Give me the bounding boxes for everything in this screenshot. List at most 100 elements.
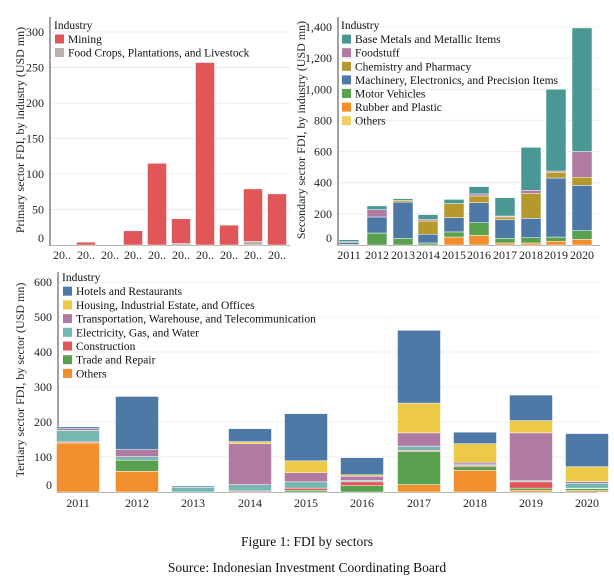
y-tick-label: 300 [26, 25, 44, 39]
bar-segment [392, 201, 414, 239]
bar-segment [147, 163, 167, 246]
bar-segment [565, 483, 609, 489]
bar-segment [243, 241, 263, 246]
bar-segment [115, 396, 159, 450]
x-tick-label: 20.. [124, 248, 142, 262]
x-tick-label: 2015 [442, 248, 466, 262]
bar-segment [509, 432, 553, 482]
bar-segment [545, 241, 567, 246]
legend-swatch [55, 48, 64, 57]
bar-segment [366, 209, 388, 218]
bar-segment [56, 426, 100, 429]
x-tick-label: 2015 [294, 496, 318, 510]
x-tick-label: 20.. [268, 248, 286, 262]
bar-segment [545, 236, 567, 242]
y-tick-label: 0 [326, 231, 332, 245]
bar-segment [228, 441, 272, 444]
bar-segment [468, 222, 490, 236]
bar-segment [520, 193, 542, 219]
x-tick-label: 2019 [544, 248, 568, 262]
x-tick-label: 2019 [519, 496, 543, 510]
tertiary-sector-chart: 0 100 200 300 400 500 600 Tertiary sector FDI, … [13, 272, 609, 510]
bar-segment [366, 232, 388, 246]
bar-segment [284, 490, 328, 493]
bar-segment [453, 443, 497, 463]
y-tick-label: 250 [26, 61, 44, 75]
x-tick-label: 20.. [196, 248, 214, 262]
legend-item: Base Metals and Metallic Items [355, 34, 501, 46]
bar-segment [571, 230, 593, 240]
y-tick-label: 150 [26, 132, 44, 146]
x-tick-label: 2011 [337, 248, 361, 262]
bar-segment [443, 236, 465, 246]
bar-segment [417, 242, 439, 246]
bar-segment [228, 484, 272, 492]
legend-swatch [342, 34, 351, 44]
bar-segment [340, 481, 384, 486]
bar-segment [219, 224, 239, 246]
legend-swatch [63, 355, 72, 365]
bar-segment [366, 205, 388, 210]
legend-swatch [342, 116, 351, 126]
bar-segment [509, 394, 553, 421]
bar-segment [443, 199, 465, 204]
bar-segment [545, 172, 567, 179]
bar-segment [397, 432, 441, 447]
x-tick-label: 20.. [53, 248, 71, 262]
x-tick-label: 2013 [391, 248, 415, 262]
bar-segment [494, 219, 516, 239]
bar-segment [468, 235, 490, 246]
bar-segment [453, 431, 497, 444]
legend-title: Industry [62, 272, 101, 284]
legend-swatch [63, 286, 72, 296]
y-tick-label: 100 [26, 167, 44, 181]
bar-segment [571, 151, 593, 178]
bar-segment [443, 231, 465, 238]
x-tick-label: 2016 [467, 248, 491, 262]
y-tick-label: 200 [314, 207, 332, 221]
x-tick-label: 2017 [493, 248, 517, 262]
bar-segment [453, 462, 497, 465]
x-tick-label: 2020 [575, 496, 599, 510]
x-tick-label: 20.. [244, 248, 262, 262]
y-tick-label: 300 [34, 380, 52, 394]
legend-swatch [342, 102, 351, 112]
bar-segment [123, 230, 143, 246]
legend-swatch [342, 61, 351, 71]
legend-item: Mining [68, 34, 102, 46]
x-tick-label: 20.. [77, 248, 95, 262]
bar-segment [443, 217, 465, 233]
bar-segment [115, 471, 159, 493]
legend-item: Foodstuff [355, 48, 400, 60]
legend-swatch [342, 89, 351, 98]
y-tick-label: 400 [34, 345, 52, 359]
x-tick-label: 2012 [125, 496, 149, 510]
bar-segment [392, 200, 414, 203]
legend-title: Industry [341, 20, 380, 32]
legend-swatch [63, 368, 72, 378]
y-tick-label: 100 [34, 450, 52, 464]
x-tick-label: 2016 [350, 496, 374, 510]
y-axis-title: Tertiary sector FDI, by sector (USD mn) [13, 283, 27, 478]
bar-segment [392, 198, 414, 201]
bar-segment [520, 242, 542, 246]
x-tick-label: 2012 [365, 248, 389, 262]
bar-segment [171, 218, 191, 244]
bar-segment [417, 214, 439, 220]
y-tick-label: 1,400 [305, 20, 332, 34]
y-tick-label: 0 [46, 478, 52, 492]
x-tick-label: 20.. [148, 248, 166, 262]
bar-segment [228, 428, 272, 442]
legend-item: Food Crops, Plantations, and Livestock [68, 48, 250, 60]
bar-segment [494, 197, 516, 217]
legend-item: Machinery, Electronics, and Precision It… [355, 75, 559, 87]
legend-swatch [63, 300, 72, 310]
bar-segment [56, 428, 100, 431]
legend-swatch [63, 341, 72, 351]
y-tick-label: 0 [38, 231, 44, 245]
bar-segment [338, 242, 360, 245]
bar-segment [545, 177, 567, 238]
legend-item: Electricity, Gas, and Water [76, 327, 199, 339]
bar-segment [284, 481, 328, 489]
